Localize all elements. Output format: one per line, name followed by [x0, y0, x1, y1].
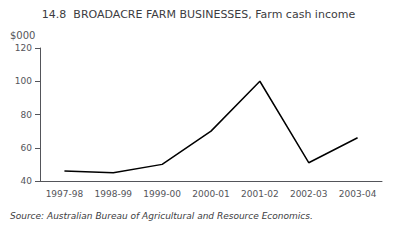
svg-text:2000-01: 2000-01	[192, 189, 230, 199]
svg-text:Source: Australian Bureau of A: Source: Australian Bureau of Agricultura…	[10, 211, 313, 221]
svg-text:120: 120	[15, 43, 32, 53]
svg-text:40: 40	[21, 176, 33, 186]
svg-text:2001-02: 2001-02	[241, 189, 279, 199]
svg-text:14.8 BROADACRE FARM BUSINESSE: 14.8 BROADACRE FARM BUSINESSES, Farm cas…	[42, 8, 356, 21]
svg-text:$000: $000	[10, 30, 35, 41]
svg-text:80: 80	[21, 110, 33, 120]
svg-text:60: 60	[21, 143, 33, 153]
svg-text:2002-03: 2002-03	[290, 189, 328, 199]
svg-text:100: 100	[15, 76, 32, 86]
svg-text:2003-04: 2003-04	[339, 189, 377, 199]
svg-text:1997-98: 1997-98	[46, 189, 84, 199]
svg-text:1999-00: 1999-00	[143, 189, 181, 199]
svg-text:1998-99: 1998-99	[94, 189, 132, 199]
